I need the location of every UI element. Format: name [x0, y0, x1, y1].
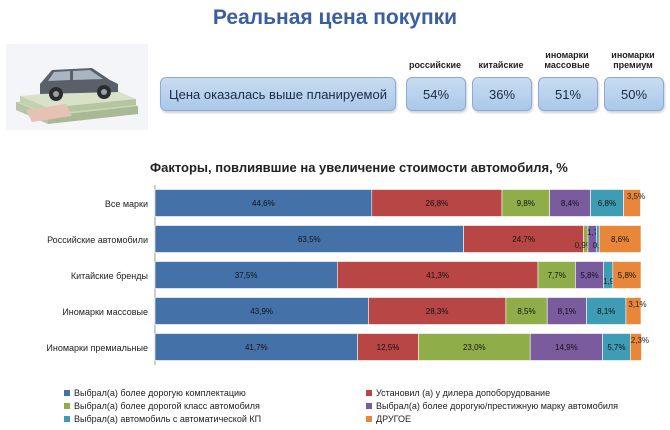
- legend-label: Установил (а) у дилера допоборудование: [376, 388, 551, 398]
- bar-data-label: 41,7%: [245, 343, 268, 352]
- legend-label: Выбрал(а) автомобиль с автоматической КП: [74, 414, 262, 424]
- bar-segment: [623, 189, 641, 217]
- legend-swatch: [366, 403, 372, 409]
- legend-swatch: [64, 416, 70, 422]
- bar-data-label: 5,8%: [580, 271, 598, 280]
- legend-item: Установил (а) у дилера допоборудование: [366, 388, 550, 398]
- bar-segment: [529, 333, 603, 361]
- bar-data-label: 8,5%: [517, 307, 535, 316]
- legend-label: Выбрал(а) более дорогую/престижную марку…: [376, 401, 619, 411]
- bar-data-label: 37,5%: [235, 271, 258, 280]
- bar-data-label: 8,6%: [611, 235, 629, 244]
- group-header-foreign-premium: иномарки премиум: [611, 50, 655, 70]
- category-label: Все марки: [104, 199, 148, 209]
- bar-data-label: 41,3%: [426, 271, 449, 280]
- category-label: Китайские бренды: [70, 271, 148, 281]
- legend-swatch: [366, 416, 372, 422]
- bar-segment: [463, 225, 584, 253]
- group-header-foreign-mass: иномарки массовые: [544, 50, 590, 70]
- bar-segment: [625, 297, 642, 325]
- legend-item: ДРУГОЕ: [366, 414, 411, 424]
- bar-data-label: 5,8%: [618, 271, 636, 280]
- legend-label: Выбрал(а) более дорогой класс автомобиля: [74, 401, 260, 411]
- bar-segment: [154, 297, 369, 325]
- legend-label: ДРУГОЕ: [376, 414, 411, 424]
- legend-item: Выбрал(а) более дорогую/престижную марку…: [366, 401, 618, 411]
- bar-data-label: 14,9%: [555, 343, 578, 352]
- legend-item: Выбрал(а) автомобиль с автоматической КП: [64, 414, 261, 424]
- group-value-russian: 54%: [406, 77, 466, 111]
- legend-swatch: [64, 403, 70, 409]
- bar-data-label: 44,6%: [252, 199, 275, 208]
- group-header-chinese: китайские: [478, 60, 524, 70]
- bar-segment: [546, 297, 587, 325]
- bar-segment: [357, 333, 419, 361]
- bar-data-label: 8,1%: [558, 307, 576, 316]
- bar-data-label: 8,4%: [561, 199, 579, 208]
- bar-data-label: 9,8%: [517, 199, 535, 208]
- bar-segment: [598, 225, 642, 253]
- bar-data-label: 6,8%: [598, 199, 616, 208]
- bar-data-label: 28,3%: [426, 307, 449, 316]
- bar-data-label: 43,9%: [250, 307, 273, 316]
- group-header-russian: российские: [408, 60, 461, 70]
- bar-segment: [537, 261, 576, 289]
- bar-data-label: 2,3%: [631, 336, 649, 345]
- bar-segment: [602, 333, 631, 361]
- bar-data-label: 24,7%: [512, 235, 535, 244]
- bar-data-label: 63,5%: [298, 235, 321, 244]
- bar-segment: [154, 189, 373, 217]
- bar-segment: [505, 297, 548, 325]
- legend-swatch: [366, 390, 372, 396]
- bar-data-label: 1,9%: [603, 277, 621, 286]
- category-label: Иномарки массовые: [62, 307, 148, 317]
- bar-segment: [154, 333, 358, 361]
- bar-data-label: 5,7%: [607, 343, 625, 352]
- bar-data-label: 12,5%: [377, 343, 400, 352]
- bar-segment: [154, 225, 464, 253]
- bar-segment: [575, 261, 604, 289]
- bar-data-label: 3,1%: [628, 300, 646, 309]
- bar-segment: [612, 261, 642, 289]
- bar-segment: [629, 333, 642, 361]
- bar-segment: [590, 189, 624, 217]
- bar-segment: [368, 297, 507, 325]
- group-value-foreign-mass: 51%: [538, 77, 598, 111]
- category-label: Иномарки премиальные: [46, 343, 148, 353]
- group-value-foreign-premium: 50%: [604, 77, 664, 111]
- bar-data-label: 26,8%: [426, 199, 449, 208]
- price-higher-label: Цена оказалась выше планируемой: [160, 77, 396, 111]
- group-value-chinese: 36%: [472, 77, 532, 111]
- bar-data-label: 7,7%: [548, 271, 566, 280]
- car-money-image: [6, 44, 148, 130]
- chart-title: Факторы, повлиявшие на увеличение стоимо…: [150, 160, 568, 175]
- bar-data-label: 8,1%: [597, 307, 615, 316]
- page-title: Реальная цена покупки: [212, 6, 458, 29]
- bar-data-label: 23,0%: [463, 343, 486, 352]
- legend-label: Выбрал(а) более дорогую комплектацию: [74, 388, 246, 398]
- bar-segment: [154, 261, 338, 289]
- legend-swatch: [64, 390, 70, 396]
- legend-item: Выбрал(а) более дорогой класс автомобиля: [64, 401, 260, 411]
- bar-data-label: 3,5%: [627, 192, 645, 201]
- legend-item: Выбрал(а) более дорогую комплектацию: [64, 388, 246, 398]
- category-label: Российские автомобили: [47, 235, 148, 245]
- bar-data-label: 0,9%: [575, 241, 593, 250]
